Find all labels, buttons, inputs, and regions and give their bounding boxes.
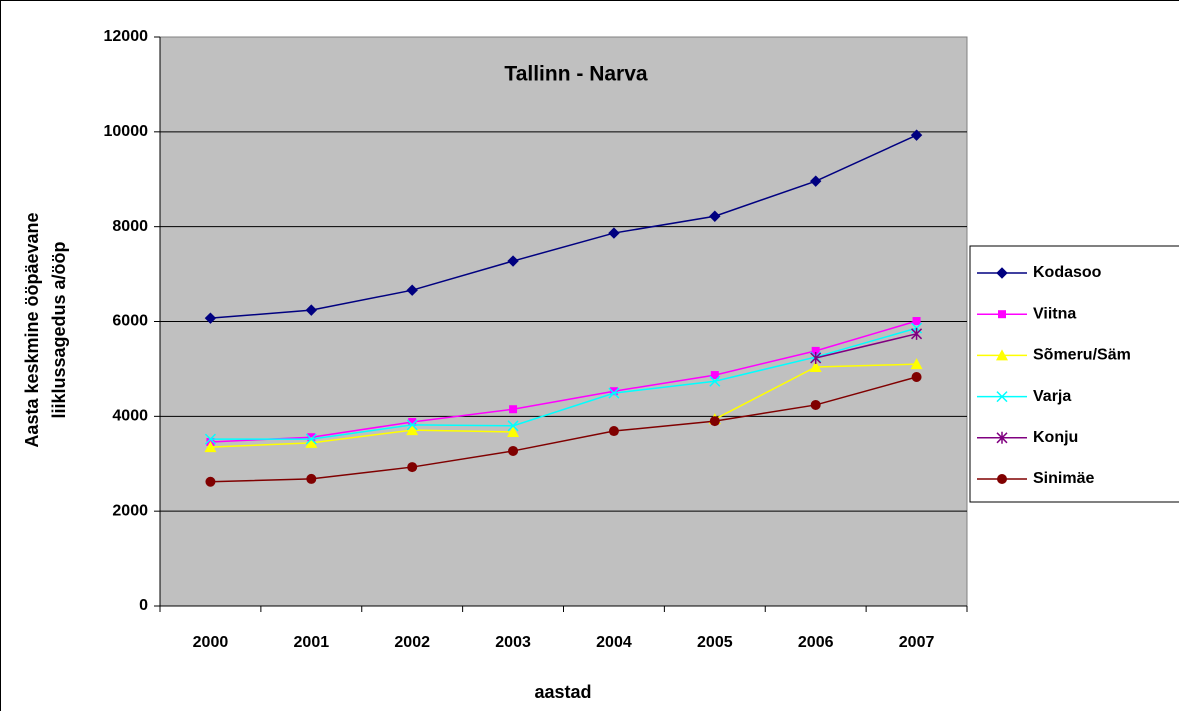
marker [406,424,419,436]
marker [996,431,1008,444]
marker [911,371,922,382]
marker [709,375,721,387]
x-tick-label: 2004 [596,634,632,651]
legend-label: Varja [1033,388,1071,405]
x-tick-label: 2007 [899,634,935,651]
legend-label: Viitna [1033,305,1076,322]
y-tick-label: 8000 [112,218,148,235]
chart-title: Tallinn - Narva [504,63,647,86]
legend-label: Kodasoo [1033,264,1102,281]
marker [710,371,719,380]
marker [306,473,317,484]
marker [811,346,820,355]
legend-label: Sinimäe [1033,470,1094,487]
series-line [210,134,917,319]
x-tick-label: 2005 [697,634,733,651]
marker [204,312,217,324]
marker [508,445,519,456]
marker [406,419,418,431]
marker [996,391,1008,403]
marker [810,352,822,365]
x-tick-label: 2006 [798,634,834,651]
marker [507,420,519,432]
marker [305,436,318,448]
marker [608,426,619,437]
marker [509,405,518,414]
marker [709,416,720,427]
marker [998,310,1006,319]
y-axis-label-line: liiklussagedus a/ööp [49,241,69,418]
x-tick-label: 2000 [193,634,229,651]
marker [305,433,317,445]
series-line [210,376,917,483]
y-axis-label-line: Aasta keskmine ööpäevane [22,212,42,447]
marker [406,284,418,296]
marker [507,425,520,437]
marker [608,227,620,239]
series-line [815,333,917,359]
marker [912,317,921,326]
marker [608,387,620,399]
marker [407,462,418,473]
y-tick-label: 6000 [112,313,148,330]
y-tick-label: 12000 [104,28,149,45]
marker [609,387,618,396]
marker [809,361,822,373]
marker [507,255,519,267]
marker [910,358,923,370]
y-tick-label: 0 [139,597,148,614]
y-tick-label: 2000 [112,502,148,519]
marker [910,129,923,141]
x-tick-label: 2001 [294,634,330,651]
marker [809,175,822,187]
marker [205,476,216,487]
y-axis-label: Aasta keskmine ööpäevane liiklussagedus … [22,212,69,447]
x-axis-label: aastad [534,682,591,702]
x-tick-label: 2003 [495,634,531,651]
legend-label: Sõmeru/Säm [1033,347,1131,364]
series-line [210,320,917,443]
legend-label: Konju [1033,429,1078,446]
marker [709,210,721,222]
marker [305,304,318,316]
y-tick-label: 10000 [104,123,149,140]
series-line [210,327,917,440]
x-tick-label: 2002 [394,634,430,651]
marker [997,474,1007,484]
marker [996,349,1008,361]
marker [996,267,1008,279]
y-tick-label: 4000 [112,408,148,425]
marker [810,399,821,410]
legend-box [969,245,1179,503]
marker [911,327,923,340]
marker [204,433,216,445]
marker [408,418,417,427]
marker [204,441,217,453]
